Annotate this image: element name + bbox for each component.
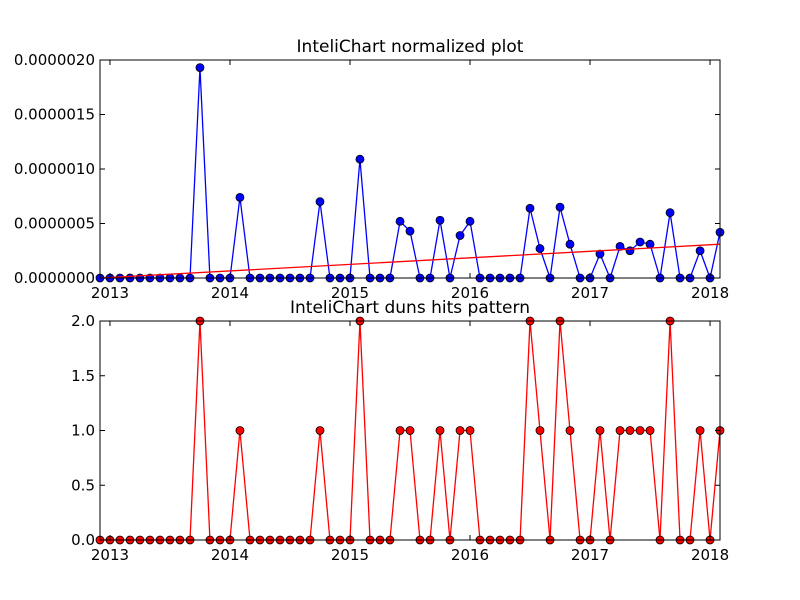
point: [395, 426, 405, 435]
point: [405, 226, 415, 236]
x-tick-label: 2015: [331, 546, 369, 564]
y-tick-label: 1.0: [71, 422, 95, 440]
x-tick-label: 2013: [91, 284, 129, 302]
series-line: [99, 243, 721, 279]
point: [315, 426, 325, 435]
y-tick-label: 0.0000005: [14, 215, 95, 233]
chart-title: InteliChart duns hits pattern: [290, 298, 530, 318]
point: [555, 202, 565, 212]
x-tick-label: 2016: [451, 546, 489, 564]
y-tick-label: 1.5: [71, 367, 95, 385]
x-tick-label: 2016: [451, 284, 489, 302]
point: [465, 426, 475, 435]
point: [465, 216, 475, 226]
x-tick-label: 2017: [571, 284, 609, 302]
point: [595, 426, 605, 435]
y-tick-label: 2.0: [71, 312, 95, 330]
point: [665, 208, 675, 218]
point: [455, 426, 465, 435]
y-tick-label: 0.5: [71, 476, 95, 494]
y-tick-label: 0.0000000: [14, 269, 95, 287]
point: [645, 239, 655, 249]
point: [235, 426, 245, 435]
point: [625, 246, 635, 256]
point: [615, 426, 625, 435]
point: [405, 426, 415, 435]
x-tick-label: 2014: [211, 284, 249, 302]
y-tick-label: 0.0000010: [14, 160, 95, 178]
x-tick-label: 2015: [331, 284, 369, 302]
x-tick-label: 2018: [691, 284, 729, 302]
point: [565, 426, 575, 435]
point: [455, 231, 465, 240]
point: [695, 246, 705, 256]
x-tick-label: 2014: [211, 546, 249, 564]
point: [235, 192, 245, 202]
point: [535, 426, 545, 435]
x-tick-label: 2018: [691, 546, 729, 564]
point: [625, 426, 635, 435]
point: [195, 63, 205, 73]
point: [565, 239, 575, 249]
x-tick-label: 2013: [91, 546, 129, 564]
point: [395, 216, 405, 226]
chart-title: InteliChart normalized plot: [297, 37, 524, 57]
point: [695, 426, 705, 435]
point: [645, 426, 655, 435]
point: [535, 244, 545, 253]
y-tick-label: 0.0: [71, 531, 95, 549]
point: [525, 203, 535, 213]
y-tick-label: 0.0000015: [14, 106, 95, 124]
x-tick-label: 2017: [571, 546, 609, 564]
y-tick-label: 0.0000020: [14, 51, 95, 69]
point: [635, 237, 645, 247]
plot-area: [100, 60, 720, 278]
point: [315, 197, 325, 207]
point: [435, 215, 445, 225]
point: [615, 241, 625, 251]
point: [635, 426, 645, 435]
point: [435, 426, 445, 435]
point: [595, 249, 605, 259]
point: [355, 154, 365, 164]
